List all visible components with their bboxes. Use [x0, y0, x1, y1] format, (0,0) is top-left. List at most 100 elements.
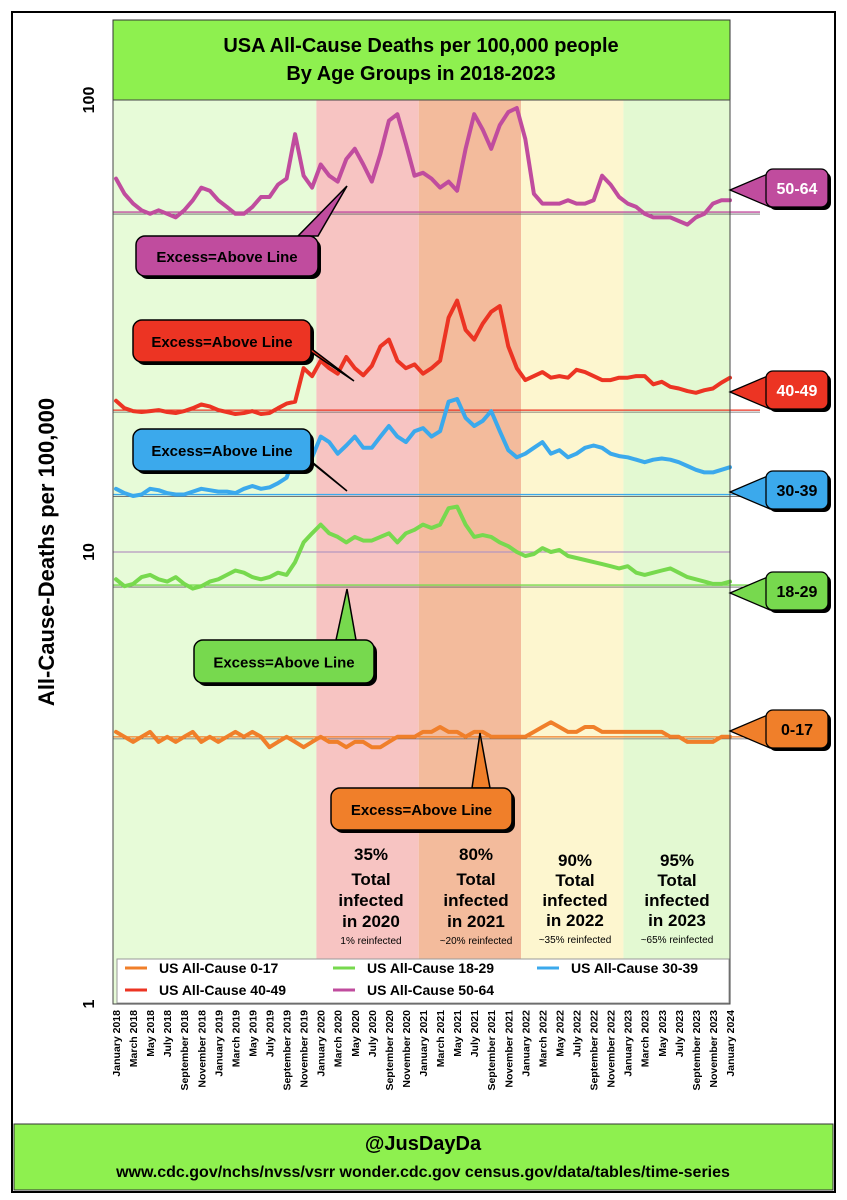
note-sub: ~65% reinfected — [641, 935, 714, 946]
note-l1: Total — [657, 871, 696, 890]
note-pct: 80% — [459, 845, 493, 864]
x-tick-label: November 2022 — [606, 1010, 618, 1088]
y-tick-1: 1 — [81, 999, 98, 1008]
note-sub: ~35% reinfected — [539, 935, 612, 946]
title-line-2: By Age Groups in 2018-2023 — [286, 63, 555, 85]
x-tick-label: November 2020 — [401, 1010, 413, 1088]
note-l1: Total — [555, 871, 594, 890]
x-tick-label: July 2022 — [572, 1010, 584, 1057]
tag-label-40-49: 40-49 — [777, 383, 818, 400]
callout-label: Excess=Above Line — [351, 802, 492, 819]
x-tick-label: July 2023 — [674, 1010, 686, 1057]
x-tick-label: May 2019 — [247, 1010, 259, 1057]
x-tick-label: September 2021 — [486, 1010, 498, 1091]
x-tick-label: January 2022 — [520, 1010, 532, 1077]
x-tick-label: January 2018 — [111, 1010, 123, 1077]
note-l2: infected — [644, 891, 709, 910]
note-l3: in 2022 — [546, 911, 604, 930]
y-tick-100: 100 — [81, 87, 98, 114]
x-tick-label: March 2022 — [537, 1010, 549, 1067]
x-tick-label: July 2020 — [367, 1010, 379, 1057]
note-l3: in 2020 — [342, 912, 400, 931]
callout-label: Excess=Above Line — [151, 334, 292, 351]
x-tick-label: March 2023 — [640, 1010, 652, 1067]
x-tick-label: January 2024 — [725, 1010, 737, 1077]
x-tick-label: January 2020 — [316, 1010, 328, 1077]
legend-label: US All-Cause 30-39 — [571, 960, 698, 976]
callout-box — [132, 319, 312, 363]
note-l2: infected — [542, 891, 607, 910]
x-tick-label: November 2018 — [196, 1010, 208, 1088]
callouts: Excess=Above Line Excess=Above Line Excess… — [132, 185, 515, 833]
legend: US All-Cause 0-17 US All-Cause 18-29 US Al… — [125, 960, 698, 998]
x-tick-label: November 2019 — [299, 1010, 311, 1088]
note-l2: infected — [443, 891, 508, 910]
footer-box — [13, 1123, 834, 1191]
note-l3: in 2021 — [447, 912, 505, 931]
baselines — [113, 211, 760, 740]
x-tick-label: September 2023 — [691, 1010, 703, 1091]
x-tick-label: September 2018 — [179, 1010, 191, 1091]
note-pct: 90% — [558, 851, 592, 870]
x-tick-label: January 2021 — [418, 1010, 430, 1077]
series-tags: 50-64 40-49 30-39 18-29 0-17 — [728, 168, 831, 751]
callout-label: Excess=Above Line — [213, 655, 354, 672]
x-tick-label: May 2018 — [145, 1010, 157, 1057]
x-tick-label: January 2019 — [213, 1010, 225, 1077]
tag-label-50-64: 50-64 — [777, 181, 818, 198]
x-tick-label: July 2019 — [265, 1010, 277, 1057]
callout-box — [330, 787, 513, 831]
title-line-1: USA All-Cause Deaths per 100,000 people — [223, 35, 618, 57]
x-tick-label: May 2020 — [350, 1010, 362, 1057]
note-l3: in 2023 — [648, 911, 706, 930]
x-tick-label: March 2019 — [230, 1010, 242, 1067]
tag-box — [765, 709, 829, 749]
series-line-30-39 — [114, 397, 732, 498]
tag-box — [765, 370, 829, 410]
note-l1: Total — [456, 870, 495, 889]
x-tick-label: May 2023 — [657, 1010, 669, 1057]
note-pct: 35% — [354, 845, 388, 864]
note-l2: infected — [338, 891, 403, 910]
tag-box — [765, 168, 829, 208]
tag-box — [765, 470, 829, 510]
title-box — [112, 19, 731, 101]
series-line-40-49 — [114, 298, 732, 416]
footer-sources: www.cdc.gov/nchs/nvss/vsrr wonder.cdc.go… — [115, 1164, 730, 1181]
x-tick-label: March 2018 — [128, 1010, 140, 1067]
x-tick-label: November 2021 — [503, 1010, 515, 1088]
note-l1: Total — [351, 870, 390, 889]
x-tick-label: July 2021 — [469, 1010, 481, 1057]
callout-box — [132, 428, 312, 472]
footer-handle: @JusDayDa — [365, 1133, 482, 1155]
x-tick-label: July 2018 — [162, 1010, 174, 1057]
tag-label-30-39: 30-39 — [777, 483, 818, 500]
note-sub: ~20% reinfected — [440, 936, 513, 947]
x-tick-label: May 2021 — [452, 1010, 464, 1057]
tag-label-18-29: 18-29 — [777, 584, 818, 601]
x-tick-label: March 2020 — [333, 1010, 345, 1067]
x-tick-labels: January 2018 March 2018 May 2018 July 2018 S… — [111, 1010, 737, 1091]
legend-box — [116, 958, 730, 1004]
note-sub: 1% reinfected — [340, 936, 401, 947]
note-pct: 95% — [660, 851, 694, 870]
tag-box — [765, 571, 829, 611]
x-tick-label: March 2021 — [435, 1010, 447, 1067]
y-tick-10: 10 — [81, 543, 98, 561]
series-lines — [114, 106, 732, 750]
x-tick-label: November 2023 — [708, 1010, 720, 1088]
legend-label: US All-Cause 0-17 — [159, 960, 279, 976]
legend-label: US All-Cause 40-49 — [159, 982, 286, 998]
callout-box — [135, 235, 319, 277]
x-tick-label: May 2022 — [554, 1010, 566, 1057]
series-line-50-64 — [114, 106, 732, 227]
callout-label: Excess=Above Line — [151, 443, 292, 460]
plot-border — [112, 99, 731, 1005]
callout-label: Excess=Above Line — [156, 249, 297, 266]
callout-box — [193, 639, 375, 684]
legend-label: US All-Cause 18-29 — [367, 960, 494, 976]
x-tick-label: January 2023 — [623, 1010, 635, 1077]
x-tick-label: September 2020 — [384, 1010, 396, 1091]
